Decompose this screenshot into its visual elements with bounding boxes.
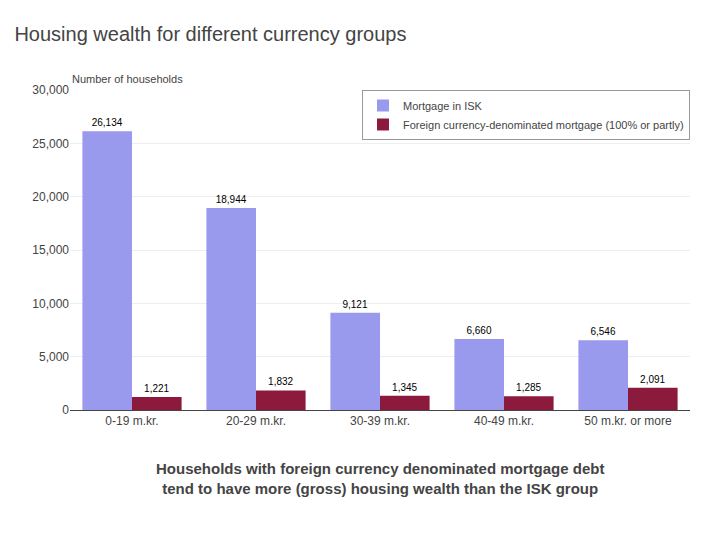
svg-text:30-39 m.kr.: 30-39 m.kr. bbox=[350, 414, 410, 428]
svg-text:0: 0 bbox=[62, 403, 69, 417]
svg-text:1,221: 1,221 bbox=[144, 383, 169, 394]
svg-text:6,660: 6,660 bbox=[466, 325, 491, 336]
svg-text:2,091: 2,091 bbox=[640, 374, 665, 385]
svg-text:1,832: 1,832 bbox=[268, 376, 293, 387]
svg-text:30,000: 30,000 bbox=[32, 83, 69, 97]
svg-text:26,134: 26,134 bbox=[92, 117, 123, 128]
svg-text:1,285: 1,285 bbox=[516, 382, 541, 393]
svg-text:50 m.kr. or more: 50 m.kr. or more bbox=[584, 414, 672, 428]
svg-text:25,000: 25,000 bbox=[32, 137, 69, 151]
svg-text:Housing wealth for different c: Housing wealth for different currency gr… bbox=[14, 23, 406, 45]
svg-text:Number of households: Number of households bbox=[72, 73, 183, 85]
svg-text:15,000: 15,000 bbox=[32, 243, 69, 257]
svg-text:5,000: 5,000 bbox=[39, 350, 69, 364]
svg-text:40-49 m.kr.: 40-49 m.kr. bbox=[474, 414, 534, 428]
svg-text:10,000: 10,000 bbox=[32, 297, 69, 311]
svg-text:Mortgage in ISK: Mortgage in ISK bbox=[403, 100, 483, 112]
svg-text:Households with foreign curren: Households with foreign currency denomin… bbox=[156, 460, 604, 497]
svg-text:6,546: 6,546 bbox=[590, 326, 615, 337]
svg-text:20,000: 20,000 bbox=[32, 190, 69, 204]
svg-text:9,121: 9,121 bbox=[342, 299, 367, 310]
svg-text:20-29 m.kr.: 20-29 m.kr. bbox=[226, 414, 286, 428]
svg-text:18,944: 18,944 bbox=[216, 194, 247, 205]
svg-text:Foreign currency-denominated m: Foreign currency-denominated mortgage (1… bbox=[403, 119, 684, 131]
svg-text:0-19 m.kr.: 0-19 m.kr. bbox=[105, 414, 158, 428]
svg-text:1,345: 1,345 bbox=[392, 382, 417, 393]
